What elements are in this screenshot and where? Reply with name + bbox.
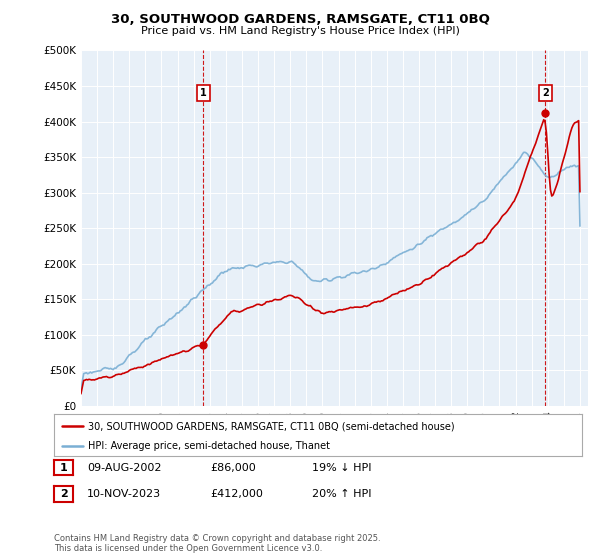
Text: 1: 1 <box>60 463 67 473</box>
Text: 30, SOUTHWOOD GARDENS, RAMSGATE, CT11 0BQ: 30, SOUTHWOOD GARDENS, RAMSGATE, CT11 0B… <box>110 13 490 26</box>
Text: 09-AUG-2002: 09-AUG-2002 <box>87 463 161 473</box>
Text: 2: 2 <box>542 88 549 98</box>
Text: Contains HM Land Registry data © Crown copyright and database right 2025.
This d: Contains HM Land Registry data © Crown c… <box>54 534 380 553</box>
Text: 20% ↑ HPI: 20% ↑ HPI <box>312 489 371 499</box>
Text: 30, SOUTHWOOD GARDENS, RAMSGATE, CT11 0BQ (semi-detached house): 30, SOUTHWOOD GARDENS, RAMSGATE, CT11 0B… <box>88 421 455 431</box>
Text: 2: 2 <box>60 489 67 499</box>
Text: 1: 1 <box>200 88 206 98</box>
Text: 10-NOV-2023: 10-NOV-2023 <box>87 489 161 499</box>
Text: £412,000: £412,000 <box>210 489 263 499</box>
Text: £86,000: £86,000 <box>210 463 256 473</box>
Text: Price paid vs. HM Land Registry's House Price Index (HPI): Price paid vs. HM Land Registry's House … <box>140 26 460 36</box>
Text: 19% ↓ HPI: 19% ↓ HPI <box>312 463 371 473</box>
Text: HPI: Average price, semi-detached house, Thanet: HPI: Average price, semi-detached house,… <box>88 441 331 451</box>
